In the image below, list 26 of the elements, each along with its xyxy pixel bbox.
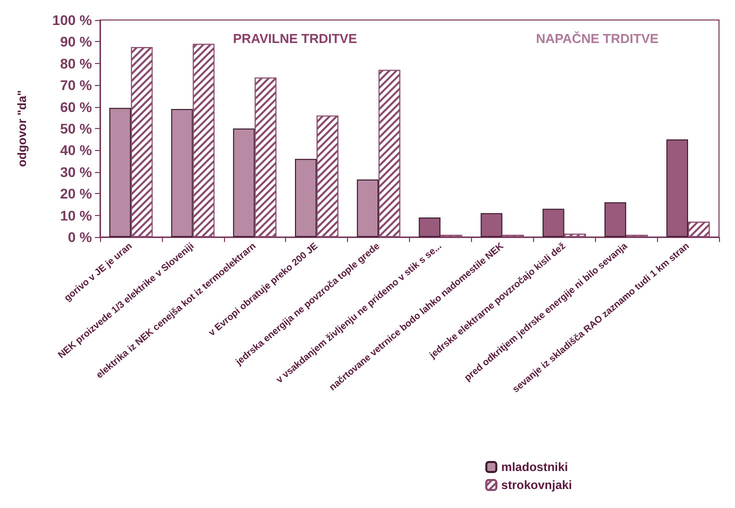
bar <box>294 158 317 237</box>
y-tick-label: 70 % <box>60 77 93 94</box>
y-tick-label: 30 % <box>60 164 93 180</box>
bar <box>233 128 255 237</box>
y-tick-label: 0 % <box>68 229 93 245</box>
y-tick-label: 80 % <box>60 55 93 72</box>
y-tick-label: 100 % <box>52 12 93 28</box>
bar <box>604 202 626 237</box>
legend-label: mladostniki <box>501 460 568 474</box>
bar <box>480 213 502 237</box>
y-tick-label: 60 % <box>60 98 93 115</box>
bar <box>171 108 193 237</box>
bar <box>109 108 131 237</box>
y-tick-label: 40 % <box>60 142 93 158</box>
legend-label: strokovnjaki <box>501 478 572 492</box>
bar <box>418 217 440 237</box>
annotation: NAPAČNE TRDITVE <box>536 31 659 46</box>
annotation: PRAVILNE TRDITVE <box>233 31 358 46</box>
y-axis-title: odgovor "da" <box>15 90 29 167</box>
bar <box>542 208 564 237</box>
y-tick-label: 90 % <box>60 34 93 50</box>
y-tick-label: 50 % <box>60 120 93 136</box>
bar <box>666 139 688 237</box>
y-tick-label: 20 % <box>60 186 93 202</box>
y-tick-label: 10 % <box>60 207 93 224</box>
bar <box>356 179 379 237</box>
